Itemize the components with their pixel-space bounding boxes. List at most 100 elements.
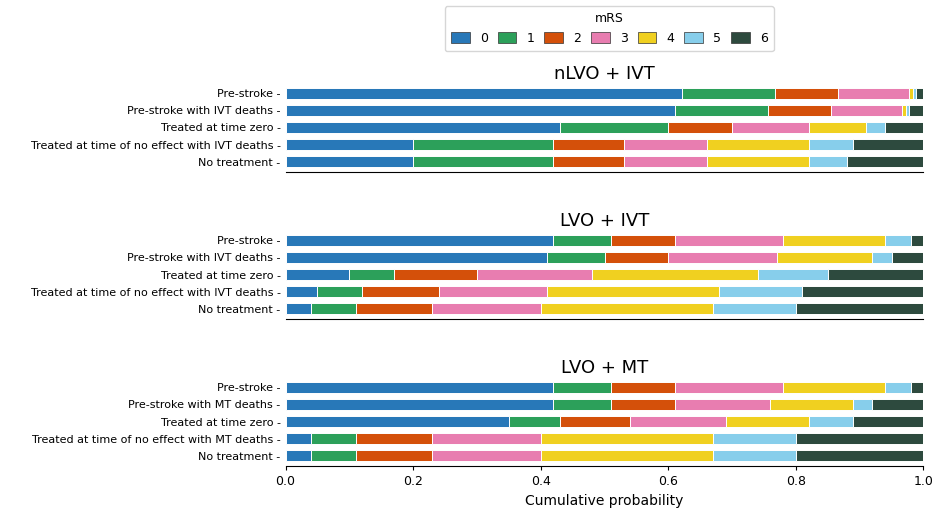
Bar xyxy=(796,433,923,444)
Bar xyxy=(713,303,796,314)
Bar xyxy=(432,303,541,314)
Bar xyxy=(770,399,853,410)
Bar xyxy=(796,450,923,462)
Bar xyxy=(917,88,923,99)
Bar xyxy=(541,450,713,462)
Bar xyxy=(432,433,541,444)
Bar xyxy=(913,88,917,99)
Bar xyxy=(839,88,909,99)
Bar xyxy=(592,269,758,280)
Bar xyxy=(553,156,624,167)
Title: nLVO + IVT: nLVO + IVT xyxy=(554,65,655,83)
Bar xyxy=(624,139,706,150)
Bar xyxy=(413,139,553,150)
Bar xyxy=(611,382,675,393)
Bar xyxy=(668,122,732,133)
Bar xyxy=(675,235,783,246)
Bar xyxy=(909,105,923,116)
Bar xyxy=(286,286,317,297)
Bar xyxy=(432,450,541,462)
Bar xyxy=(624,156,706,167)
Bar xyxy=(668,252,777,263)
Bar xyxy=(553,235,611,246)
Bar xyxy=(311,450,356,462)
Bar xyxy=(720,286,803,297)
X-axis label: Cumulative probability: Cumulative probability xyxy=(526,494,684,508)
Bar xyxy=(725,416,808,427)
Bar xyxy=(286,269,349,280)
Bar xyxy=(872,399,923,410)
Bar xyxy=(541,433,713,444)
Bar xyxy=(553,139,624,150)
Bar xyxy=(853,139,923,150)
Bar xyxy=(286,252,547,263)
Bar xyxy=(831,105,902,116)
Bar xyxy=(630,416,725,427)
Bar xyxy=(394,269,477,280)
Bar xyxy=(796,303,923,314)
Bar xyxy=(847,156,923,167)
Bar xyxy=(713,433,796,444)
Bar xyxy=(911,382,923,393)
Bar xyxy=(311,433,356,444)
Bar xyxy=(713,450,796,462)
Bar xyxy=(286,122,560,133)
Bar xyxy=(560,416,630,427)
Bar xyxy=(808,122,866,133)
Bar xyxy=(547,252,605,263)
Bar xyxy=(732,122,808,133)
Bar xyxy=(675,382,783,393)
Bar xyxy=(362,286,439,297)
Bar xyxy=(286,105,675,116)
Bar xyxy=(477,269,592,280)
Bar xyxy=(885,235,911,246)
Bar xyxy=(286,139,413,150)
Bar xyxy=(777,252,872,263)
Bar xyxy=(311,303,356,314)
Bar xyxy=(605,252,668,263)
Bar xyxy=(286,156,413,167)
Bar xyxy=(286,433,311,444)
Bar xyxy=(866,122,885,133)
Bar xyxy=(872,252,891,263)
Bar xyxy=(706,139,808,150)
Bar xyxy=(808,139,853,150)
Bar xyxy=(853,399,872,410)
Bar xyxy=(286,382,553,393)
Bar xyxy=(553,399,611,410)
Bar xyxy=(560,122,668,133)
Bar xyxy=(683,88,775,99)
Bar xyxy=(356,450,432,462)
Bar xyxy=(885,122,923,133)
Bar xyxy=(356,433,432,444)
Bar xyxy=(803,286,923,297)
Bar xyxy=(891,252,923,263)
Bar xyxy=(286,450,311,462)
Bar xyxy=(349,269,394,280)
Bar xyxy=(508,416,560,427)
Bar xyxy=(885,382,911,393)
Bar xyxy=(775,88,839,99)
Title: LVO + MT: LVO + MT xyxy=(561,359,648,377)
Bar xyxy=(853,416,923,427)
Bar xyxy=(808,156,847,167)
Bar xyxy=(286,399,553,410)
Bar xyxy=(911,235,923,246)
Bar xyxy=(286,303,311,314)
Bar xyxy=(902,105,905,116)
Bar xyxy=(553,382,611,393)
Bar xyxy=(541,303,713,314)
Bar xyxy=(286,416,508,427)
Bar xyxy=(783,235,885,246)
Bar xyxy=(706,156,808,167)
Title: LVO + IVT: LVO + IVT xyxy=(560,212,649,230)
Bar xyxy=(905,105,909,116)
Bar xyxy=(675,399,770,410)
Bar xyxy=(286,88,683,99)
Bar xyxy=(611,399,675,410)
Bar xyxy=(767,105,831,116)
Legend: 0, 1, 2, 3, 4, 5, 6: 0, 1, 2, 3, 4, 5, 6 xyxy=(445,6,774,51)
Bar xyxy=(547,286,720,297)
Bar xyxy=(827,269,923,280)
Bar xyxy=(783,382,885,393)
